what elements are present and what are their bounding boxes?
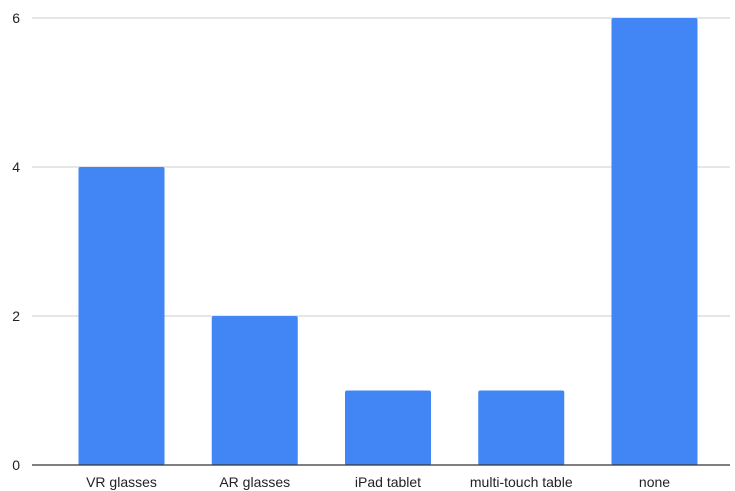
x-tick-label-ipad-tablet: iPad tablet: [355, 474, 421, 490]
y-tick-label-6: 6: [12, 10, 20, 26]
bars: [78, 18, 698, 465]
x-tick-label-ar-glasses: AR glasses: [219, 474, 290, 490]
y-tick-label-4: 4: [12, 159, 20, 175]
x-tick-label-none: none: [639, 474, 670, 490]
bar-ar-glasses: [211, 316, 298, 465]
x-axis-tick-labels: VR glasses AR glasses iPad tablet multi-tou…: [86, 474, 670, 490]
x-tick-label-multi-touch-table: multi-touch table: [470, 474, 573, 490]
x-tick-label-vr-glasses: VR glasses: [86, 474, 157, 490]
y-tick-label-0: 0: [12, 457, 20, 473]
bar-none: [611, 18, 698, 465]
bar-multi-touch-table: [478, 390, 565, 465]
bar-vr-glasses: [78, 167, 165, 465]
y-axis-tick-labels: 0 2 4 6: [12, 10, 20, 473]
y-tick-label-2: 2: [12, 308, 20, 324]
bar-ipad-tablet: [345, 390, 431, 465]
